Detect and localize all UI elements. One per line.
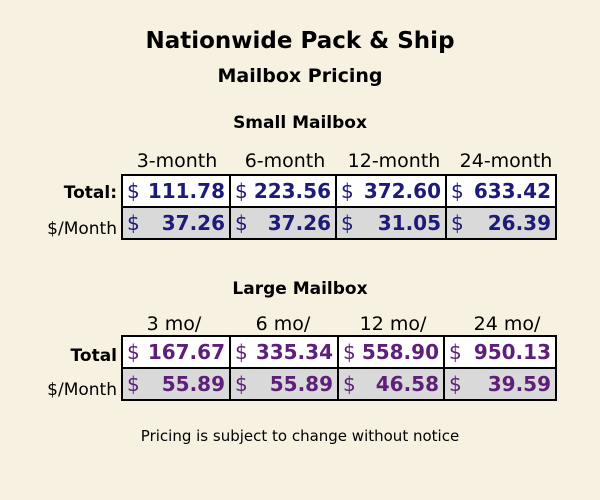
page-title: Nationwide Pack & Ship (145, 28, 455, 54)
large-monthly-24-month: 39.59 (487, 372, 551, 396)
large-total-cell: $335.34 (229, 335, 339, 369)
large-monthly-cell: $39.59 (443, 367, 557, 401)
large-monthly-3-month: 55.89 (161, 372, 225, 396)
currency-symbol: $ (235, 372, 248, 396)
small-total-6-month: 223.56 (253, 179, 331, 203)
large-monthly-cell: $55.89 (229, 367, 339, 401)
small-total-label: Total: (63, 183, 117, 203)
small-monthly-6-month: 37.26 (267, 211, 331, 235)
small-monthly-cell: $26.39 (445, 206, 557, 240)
currency-symbol: $ (235, 340, 248, 364)
page-subtitle: Mailbox Pricing (217, 65, 383, 87)
large-total-6-month: 335.34 (255, 340, 333, 364)
currency-symbol: $ (341, 211, 354, 235)
currency-symbol: $ (343, 340, 356, 364)
small-total-12-month: 372.60 (363, 179, 441, 203)
small-total-cell: $372.60 (335, 174, 447, 208)
small-monthly-cell: $31.05 (335, 206, 447, 240)
currency-symbol: $ (127, 211, 140, 235)
large-col-12-month: 12 mo/ (359, 313, 427, 335)
pricing-disclaimer: Pricing is subject to change without not… (140, 427, 460, 445)
small-monthly-row: $37.26 $37.26 $31.05 $26.39 (121, 206, 557, 240)
small-mailbox-table: $111.78 $223.56 $372.60 $633.42 $37.26 $… (121, 174, 557, 240)
small-monthly-24-month: 26.39 (487, 211, 551, 235)
large-total-3-month: 167.67 (147, 340, 225, 364)
currency-symbol: $ (127, 179, 140, 203)
large-total-24-month: 950.13 (473, 340, 551, 364)
large-monthly-cell: $46.58 (337, 367, 445, 401)
small-col-3-month: 3-month (136, 150, 218, 172)
small-total-24-month: 633.42 (473, 179, 551, 203)
large-col-24-month: 24 mo/ (473, 313, 541, 335)
large-total-row: $167.67 $335.34 $558.90 $950.13 (121, 335, 557, 369)
small-col-6-month: 6-month (244, 150, 326, 172)
small-monthly-cell: $37.26 (229, 206, 337, 240)
small-total-row: $111.78 $223.56 $372.60 $633.42 (121, 174, 557, 208)
small-monthly-cell: $37.26 (121, 206, 231, 240)
large-mailbox-title: Large Mailbox (232, 279, 368, 299)
large-mailbox-table: $167.67 $335.34 $558.90 $950.13 $55.89 $… (121, 335, 557, 401)
currency-symbol: $ (343, 372, 356, 396)
large-monthly-label: $/Month (47, 380, 117, 400)
large-monthly-12-month: 46.58 (375, 372, 439, 396)
large-col-6-month: 6 mo/ (255, 313, 311, 335)
large-total-label: Total (70, 346, 117, 366)
large-total-cell: $167.67 (121, 335, 231, 369)
small-total-cell: $223.56 (229, 174, 337, 208)
currency-symbol: $ (451, 179, 464, 203)
currency-symbol: $ (449, 372, 462, 396)
currency-symbol: $ (127, 340, 140, 364)
large-total-12-month: 558.90 (361, 340, 439, 364)
currency-symbol: $ (451, 211, 464, 235)
small-monthly-12-month: 31.05 (377, 211, 441, 235)
small-total-cell: $633.42 (445, 174, 557, 208)
small-monthly-3-month: 37.26 (161, 211, 225, 235)
currency-symbol: $ (235, 211, 248, 235)
currency-symbol: $ (235, 179, 248, 203)
small-col-24-month: 24-month (459, 150, 553, 172)
currency-symbol: $ (127, 372, 140, 396)
small-mailbox-title: Small Mailbox (233, 113, 367, 133)
large-col-3-month: 3 mo/ (146, 313, 202, 335)
small-total-3-month: 111.78 (147, 179, 225, 203)
large-monthly-6-month: 55.89 (269, 372, 333, 396)
large-monthly-cell: $55.89 (121, 367, 231, 401)
small-col-12-month: 12-month (347, 150, 441, 172)
large-total-cell: $558.90 (337, 335, 445, 369)
small-total-cell: $111.78 (121, 174, 231, 208)
currency-symbol: $ (449, 340, 462, 364)
large-total-cell: $950.13 (443, 335, 557, 369)
small-monthly-label: $/Month (47, 219, 117, 239)
large-monthly-row: $55.89 $55.89 $46.58 $39.59 (121, 367, 557, 401)
currency-symbol: $ (341, 179, 354, 203)
